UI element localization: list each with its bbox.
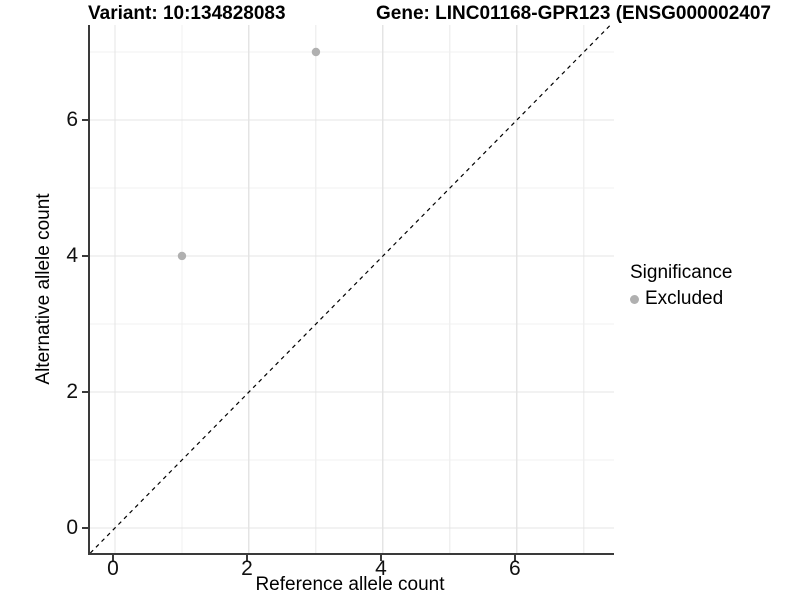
x-tick-mark: [111, 555, 114, 561]
y-tick-label: 6: [66, 107, 78, 131]
x-tick-label: 0: [107, 557, 119, 580]
plot-title-variant: Variant: 10:134828083: [88, 3, 286, 24]
x-tick-label: 6: [509, 557, 521, 580]
data-point: [177, 251, 187, 261]
y-tick-mark: [82, 390, 88, 393]
x-tick-label: 2: [241, 557, 253, 580]
legend-title: Significance: [630, 262, 733, 283]
y-axis-title: Alternative allele count: [33, 193, 54, 385]
x-tick-mark: [245, 555, 248, 561]
y-tick-mark: [82, 118, 88, 121]
data-point: [311, 47, 321, 57]
legend-item: Excluded: [630, 288, 732, 310]
plot-panel: [88, 25, 614, 555]
identity-reference-line: [90, 25, 611, 553]
legend-item-label: Excluded: [645, 288, 724, 309]
x-tick-mark: [513, 555, 516, 561]
x-axis-title: Reference allele count: [255, 574, 445, 595]
y-tick-mark: [82, 254, 88, 257]
legend: Significance Excluded: [630, 262, 732, 310]
y-tick-label: 4: [66, 243, 78, 267]
y-tick-label: 0: [66, 515, 78, 539]
x-tick-label: 4: [375, 557, 387, 580]
legend-point-icon: [630, 294, 639, 304]
x-tick-mark: [379, 555, 382, 561]
legend-items: Excluded: [630, 288, 732, 310]
y-tick-mark: [82, 526, 88, 529]
y-tick-label: 2: [66, 379, 78, 403]
plot-title-gene: Gene: LINC01168-GPR123 (ENSG000002407: [376, 3, 771, 24]
